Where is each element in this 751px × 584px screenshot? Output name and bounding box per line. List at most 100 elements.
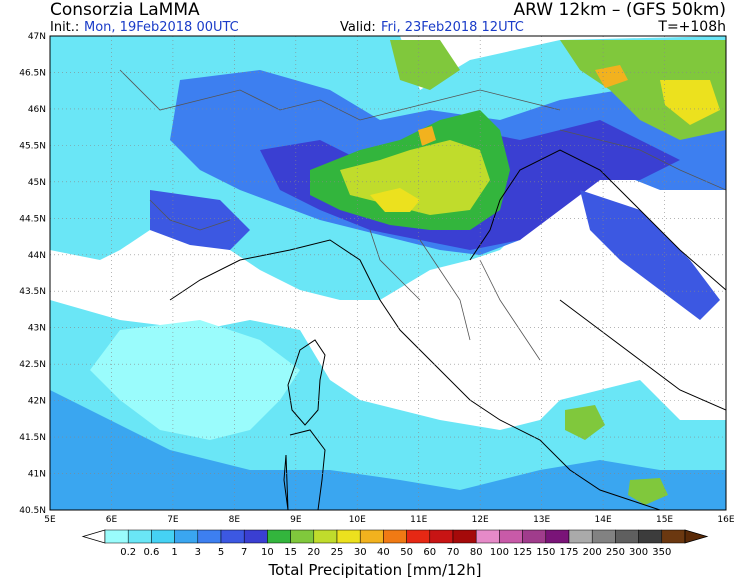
lat-label: 47N: [28, 32, 46, 42]
precip-light-blue-south: [50, 390, 726, 510]
precip-green-north: [390, 40, 460, 90]
model-title: ARW 12km – (GFS 50km): [514, 0, 726, 20]
colorbar-label: 150: [536, 547, 555, 558]
colorbar-swatch: [151, 529, 175, 544]
colorbar-swatch: [267, 529, 291, 544]
colorbar-label: 40: [377, 547, 390, 558]
colorbar-label: 30: [354, 547, 367, 558]
colorbar-label: 3: [195, 547, 201, 558]
colorbar-label: 125: [513, 547, 532, 558]
colorbar-label: 100: [490, 547, 509, 558]
colorbar-swatch: [359, 529, 384, 544]
colorbar-arrow-left: [81, 529, 106, 544]
colorbar-swatch: [545, 529, 570, 544]
init-value: Mon, 19Feb2018 00UTC: [84, 20, 239, 35]
colorbar-swatch: [475, 529, 500, 544]
valid-label: Valid:: [340, 20, 376, 35]
colorbar: 0.2 0.6 1 3 5 7 10 15 20 25 30 40 50 60 70 80 100 125 150 1…: [81, 529, 709, 558]
borders: [119, 69, 726, 361]
precip-blue-west-band: [150, 190, 250, 250]
lat-label: 41.5N: [19, 433, 46, 443]
colorbar-swatch: [406, 529, 431, 544]
lon-label: 16E: [717, 515, 734, 525]
colorbar-swatch: [290, 529, 315, 544]
italy-coastline: [169, 149, 726, 510]
colorbar-label: 0.6: [143, 547, 159, 558]
precip-yellow-core: [370, 188, 420, 212]
latitude-labels: 47N 46.5N 46N 45.5N 45N 44.5N 44N 43.5N 43N 42.5N…: [19, 32, 46, 516]
colorbar-swatch: [522, 529, 547, 544]
lat-label: 43.5N: [19, 287, 46, 297]
lon-label: 8E: [229, 515, 241, 525]
lon-label: 12E: [472, 515, 489, 525]
lon-label: 13E: [533, 515, 550, 525]
colorbar-swatch: [452, 529, 477, 544]
lat-lon-grid: [50, 36, 726, 510]
valid-value: Fri, 23Feb2018 12UTC: [381, 20, 524, 35]
colorbar-label: 15: [284, 547, 297, 558]
colorbar-swatch: [104, 529, 129, 544]
colorbar-swatch: [197, 529, 222, 544]
lon-label: 5E: [44, 515, 56, 525]
colorbar-swatch: [313, 529, 338, 544]
colorbar-swatch: [243, 529, 268, 544]
lat-label: 44.5N: [19, 214, 46, 224]
sardinia-outline: [283, 429, 326, 510]
colorbar-swatch: [568, 529, 593, 544]
lon-label: 6E: [106, 515, 118, 525]
colorbar-swatch: [661, 529, 686, 544]
lon-label: 11E: [410, 515, 427, 525]
precip-orange-alps: [418, 126, 436, 146]
precip-yellow-northeast: [660, 80, 720, 125]
org-title: Consorzia LaMMA: [50, 0, 200, 20]
precip-green-campania: [565, 405, 605, 440]
longitude-labels: 5E 6E 7E 8E 9E 10E 11E 12E 13E 14E 15E 16E: [44, 515, 735, 525]
colorbar-label: 60: [423, 547, 436, 558]
colorbar-label: 25: [331, 547, 344, 558]
colorbar-swatch: [383, 529, 407, 544]
colorbar-swatch: [591, 529, 616, 544]
colorbar-swatch: [638, 529, 663, 544]
colorbar-swatch: [615, 529, 639, 544]
lat-label: 42.5N: [19, 360, 46, 370]
colorbar-swatch: [429, 529, 454, 544]
lat-label: 45.5N: [19, 141, 46, 151]
lon-label: 14E: [595, 515, 612, 525]
colorbar-label: 80: [470, 547, 483, 558]
colorbar-label: 20: [307, 547, 320, 558]
precip-orange-northeast: [595, 65, 628, 88]
colorbar-label: 50: [400, 547, 413, 558]
lat-label: 41N: [28, 470, 46, 480]
lat-label: 43N: [28, 324, 46, 334]
init-label: Init.:: [50, 20, 79, 35]
lon-label: 7E: [167, 515, 179, 525]
precip-light-cyan-patches: [90, 320, 300, 440]
lead-time: T=+108h: [657, 19, 726, 35]
colorbar-label: 300: [629, 547, 648, 558]
lon-label: 10E: [349, 515, 366, 525]
colorbar-label: 0.2: [120, 547, 136, 558]
colorbar-label: 175: [559, 547, 578, 558]
colorbar-swatch: [127, 529, 152, 544]
lat-label: 42N: [28, 397, 46, 407]
coastlines: [169, 149, 726, 510]
colorbar-arrow-right: [684, 529, 709, 544]
corsica-outline: [287, 339, 326, 426]
colorbar-label: 10: [261, 547, 274, 558]
colorbar-swatch: [499, 529, 523, 544]
precip-green-south: [628, 478, 668, 505]
lat-label: 40.5N: [19, 506, 46, 516]
colorbar-label: 5: [218, 547, 224, 558]
lat-label: 44N: [28, 251, 46, 261]
colorbar-swatch: [336, 529, 361, 544]
colorbar-label: 70: [447, 547, 460, 558]
colorbar-label: 350: [652, 547, 671, 558]
lat-label: 46.5N: [19, 68, 46, 78]
colorbar-label: 7: [241, 547, 247, 558]
lon-label: 9E: [290, 515, 302, 525]
lon-label: 15E: [656, 515, 673, 525]
colorbar-swatch: [220, 529, 245, 544]
lat-label: 46N: [28, 105, 46, 115]
colorbar-label: 200: [583, 547, 602, 558]
lat-label: 45N: [28, 178, 46, 188]
